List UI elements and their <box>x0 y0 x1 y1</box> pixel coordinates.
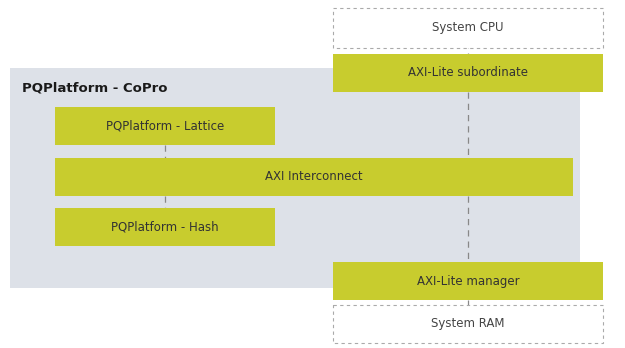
Text: PQPlatform - Lattice: PQPlatform - Lattice <box>106 119 224 133</box>
Text: AXI Interconnect: AXI Interconnect <box>265 171 362 183</box>
Bar <box>333 305 603 343</box>
Bar <box>55 107 275 145</box>
Bar <box>333 8 603 48</box>
Bar <box>333 262 603 300</box>
Text: PQPlatform - Hash: PQPlatform - Hash <box>111 221 219 234</box>
Bar <box>55 208 275 246</box>
Text: AXI-Lite subordinate: AXI-Lite subordinate <box>408 66 528 79</box>
Text: System RAM: System RAM <box>431 317 505 331</box>
Text: AXI-Lite manager: AXI-Lite manager <box>417 275 519 287</box>
Text: System CPU: System CPU <box>432 22 504 34</box>
Bar <box>55 158 573 196</box>
Bar <box>10 68 580 288</box>
Text: PQPlatform - CoPro: PQPlatform - CoPro <box>22 81 168 95</box>
Bar <box>333 54 603 92</box>
